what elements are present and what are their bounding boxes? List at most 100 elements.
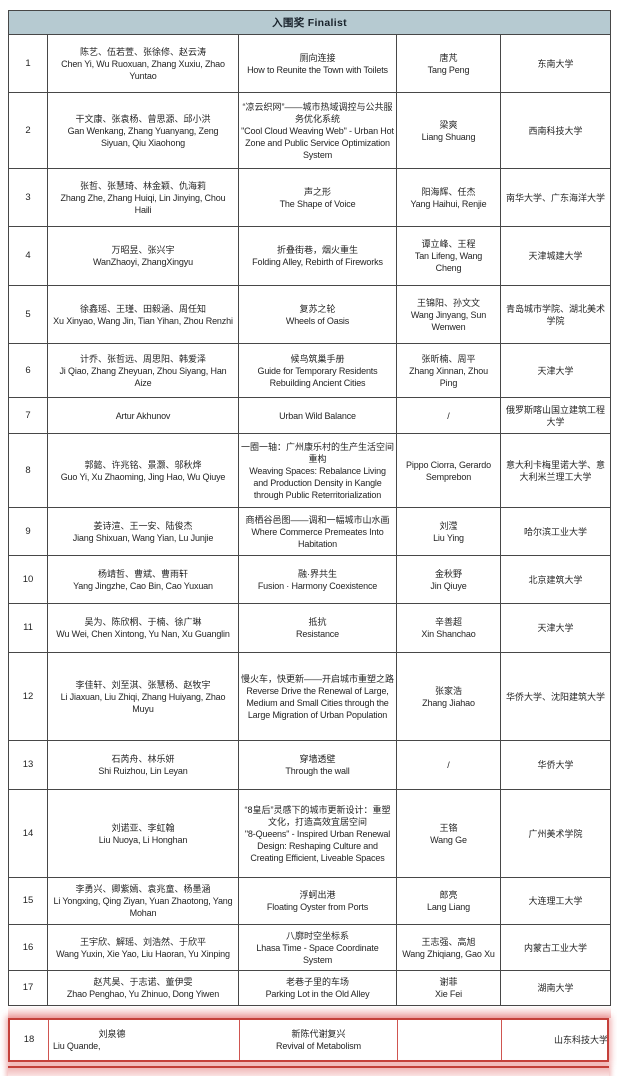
project-cell: Urban Wild Balance bbox=[239, 398, 397, 433]
row-number: 18 bbox=[10, 1020, 49, 1060]
advisors-cn: 辛善超 bbox=[434, 617, 462, 627]
project-title-en: Reverse Drive the Renewal of Large, Medi… bbox=[246, 685, 389, 720]
row-number: 11 bbox=[9, 604, 48, 652]
advisors-cell: Pippo Ciorra, Gerardo Semprebon bbox=[397, 434, 501, 507]
row-number: 7 bbox=[9, 398, 48, 433]
project-title-cn: 八廓时空坐标系 bbox=[285, 930, 349, 941]
table-row: 5 徐鑫瑶、王瑾、田毅涵、周任知 Xu Xinyao, Wang Jin, Ti… bbox=[9, 285, 610, 343]
university-name: 天津城建大学 bbox=[528, 251, 583, 261]
participants-cell: 刘诺亚、李虹翰 Liu Nuoya, Li Honghan bbox=[48, 790, 239, 877]
table-row: 3 张哲、张慧琦、林金颖、仇海莉 Zhang Zhe, Zhang Huiqi,… bbox=[9, 168, 610, 226]
table-row: 17 赵芃昊、于志诺、董伊雯 Zhao Penghao, Yu Zhinuo, … bbox=[9, 970, 610, 1005]
advisors-cn: 阳海辉、任杰 bbox=[421, 186, 476, 197]
table-row: 4 万昭昱、张兴宇 WanZhaoyi, ZhangXingyu 折叠街巷，烟火… bbox=[9, 226, 610, 285]
advisors-cell: 王铬 Wang Ge bbox=[397, 790, 501, 877]
table-row: 12 李佳轩、刘至淇、张慧杨、赵牧宇 Li Jiaxuan, Liu Zhiqi… bbox=[9, 652, 610, 740]
row-number: 5 bbox=[9, 286, 48, 343]
participants-en: Chen Yi, Wu Ruoxuan, Zhang Xuxiu, Zhao Y… bbox=[61, 58, 225, 81]
project-title-cn: “凉云织网”——城市热域调控与公共服务优化系统 bbox=[242, 101, 393, 124]
advisors-cell: 金秋野 Jin Qiuye bbox=[397, 556, 501, 603]
project-cell: 新陈代谢复兴 Revival of Metabolism bbox=[240, 1020, 398, 1060]
project-cell: 商栖谷邑图——调和一幅城市山水画 Where Commerce Premeate… bbox=[239, 508, 397, 555]
university-cell: 广州美术学院 bbox=[501, 790, 610, 877]
participants-en: WanZhaoyi, ZhangXingyu bbox=[93, 257, 193, 267]
participants-en: Zhao Penghao, Yu Zhinuo, Dong Yiwen bbox=[66, 989, 220, 999]
project-title-en: Where Commerce Premeates Into Habitation bbox=[251, 526, 384, 549]
participants-cell: 陈艺、伍若萱、张徐修、赵云涛 Chen Yi, Wu Ruoxuan, Zhan… bbox=[48, 35, 239, 92]
advisors-en: Jin Qiuye bbox=[430, 580, 467, 591]
project-title-en: Urban Wild Balance bbox=[279, 410, 356, 421]
project-title-en: Guide for Temporary Residents Rebuilding… bbox=[257, 365, 378, 388]
advisors-cell bbox=[398, 1020, 502, 1060]
participants-cn: 万昭昱、张兴宇 bbox=[111, 245, 175, 255]
project-title-cn: 老巷子里的车场 bbox=[285, 977, 349, 987]
row-number: 1 bbox=[9, 35, 48, 92]
advisors-cn: / bbox=[447, 410, 450, 421]
participants-cn: 吴为、陈欣桐、于楠、徐广琳 bbox=[84, 617, 202, 627]
university-name: 南华大学、广东海洋大学 bbox=[505, 192, 605, 203]
participants-cn: 王宇欣、解瑶、刘浩然、于欣平 bbox=[79, 936, 206, 947]
participants-cn: 徐鑫瑶、王瑾、田毅涵、周任知 bbox=[79, 303, 206, 314]
university-name: 广州美术学院 bbox=[528, 828, 583, 839]
advisors-cn: 刘滢 bbox=[439, 520, 458, 531]
next-row-partial bbox=[8, 1066, 609, 1076]
advisors-en: Lang Liang bbox=[426, 902, 471, 912]
participants-en: Wang Yuxin, Xie Yao, Liu Haoran, Yu Xinp… bbox=[56, 948, 230, 959]
project-title-cn: 抵抗 bbox=[308, 617, 327, 627]
participants-cn: 赵芃昊、于志诺、董伊雯 bbox=[93, 977, 193, 987]
project-cell: 折叠街巷，烟火重生 Folding Alley, Rebirth of Fire… bbox=[239, 227, 397, 285]
row-number: 6 bbox=[9, 344, 48, 397]
advisors-cell: 刘滢 Liu Ying bbox=[397, 508, 501, 555]
project-title-cn: 商栖谷邑图——调和一幅城市山水画 bbox=[245, 514, 390, 525]
project-cell: 厕向连接 How to Reunite the Town with Toilet… bbox=[239, 35, 397, 92]
project-cell: 慢火车，快更新——开启城市重塑之路 Reverse Drive the Rene… bbox=[239, 653, 397, 740]
university-name: 华侨大学、沈阳建筑大学 bbox=[505, 691, 605, 702]
advisors-cell: 唐芃 Tang Peng bbox=[397, 35, 501, 92]
row-number: 12 bbox=[9, 653, 48, 740]
row-number: 4 bbox=[9, 227, 48, 285]
project-cell: “凉云织网”——城市热域调控与公共服务优化系统 "Cool Cloud Weav… bbox=[239, 93, 397, 168]
participants-en: Artur Akhunov bbox=[115, 410, 171, 421]
table-row: 15 李勇兴、卿紫嫣、袁兆童、杨墨涵 Li Yongxing, Qing Ziy… bbox=[9, 877, 610, 924]
university-name: 北京建筑大学 bbox=[528, 574, 583, 585]
participants-en: Yang Jingzhe, Cao Bin, Cao Yuxuan bbox=[73, 580, 213, 591]
university-name: 大连理工大学 bbox=[528, 896, 583, 906]
advisors-cn: 梁爽 bbox=[439, 119, 458, 130]
participants-cn: 刘诺亚、李虹翰 bbox=[111, 822, 175, 833]
participants-cn: 刘泉德 bbox=[98, 1029, 126, 1039]
row-number: 13 bbox=[9, 741, 48, 789]
university-name: 东南大学 bbox=[537, 58, 574, 69]
project-title-cn: 新陈代谢复兴 bbox=[291, 1029, 346, 1039]
participants-en: Wu Wei, Chen Xintong, Yu Nan, Xu Guangli… bbox=[56, 629, 230, 639]
participants-cell: 王宇欣、解瑶、刘浩然、于欣平 Wang Yuxin, Xie Yao, Liu … bbox=[48, 925, 239, 970]
university-name: 内蒙古工业大学 bbox=[523, 942, 587, 953]
participants-en: Liu Quande, bbox=[53, 1041, 101, 1051]
table-row: 7 Artur Akhunov Urban Wild Balance / 俄罗斯… bbox=[9, 397, 610, 433]
project-cell: 八廓时空坐标系 Lhasa Time - Space Coordinate Sy… bbox=[239, 925, 397, 970]
participants-cell: 张哲、张慧琦、林金颖、仇海莉 Zhang Zhe, Zhang Huiqi, L… bbox=[48, 169, 239, 226]
project-title-cn: 候鸟筑巢手册 bbox=[290, 353, 345, 364]
project-title-cn: 声之形 bbox=[303, 186, 331, 197]
table-row: 8 郭懿、许兆铭、景灏、邬秋烨 Guo Yi, Xu Zhaoming, Jin… bbox=[9, 433, 610, 507]
university-cell: 北京建筑大学 bbox=[501, 556, 610, 603]
advisors-en: Xie Fei bbox=[435, 989, 462, 999]
advisors-en: Tan Lifeng, Wang Cheng bbox=[414, 251, 483, 273]
row-number: 8 bbox=[9, 434, 48, 507]
project-cell: 浮蚵出港 Floating Oyster from Ports bbox=[239, 878, 397, 924]
finalist-table: 入围奖 Finalist 1 陈艺、伍若萱、张徐修、赵云涛 Chen Yi, W… bbox=[8, 10, 611, 1006]
participants-cell: Artur Akhunov bbox=[48, 398, 239, 433]
table-row: 16 王宇欣、解瑶、刘浩然、于欣平 Wang Yuxin, Xie Yao, L… bbox=[9, 924, 610, 970]
advisors-cell: 谢菲 Xie Fei bbox=[397, 971, 501, 1005]
participants-cn: 张哲、张慧琦、林金颖、仇海莉 bbox=[79, 180, 206, 191]
highlighted-row-18[interactable]: 18 刘泉德 Liu Quande, 新陈代谢复兴 Revival of Met… bbox=[8, 1018, 609, 1062]
project-cell: 穿墙透壁 Through the wall bbox=[239, 741, 397, 789]
participants-cell: 吴为、陈欣桐、于楠、徐广琳 Wu Wei, Chen Xintong, Yu N… bbox=[48, 604, 239, 652]
advisors-en: Zhang Xinnan, Zhou Ping bbox=[409, 365, 488, 388]
project-title-cn: 浮蚵出港 bbox=[299, 890, 336, 900]
university-name: 天津大学 bbox=[537, 365, 574, 376]
participants-en: Shi Ruizhou, Lin Leyan bbox=[98, 766, 188, 776]
project-title-en: Fusion · Harmony Coexistence bbox=[257, 580, 378, 591]
project-cell: 复苏之轮 Wheels of Oasis bbox=[239, 286, 397, 343]
participants-en: Xu Xinyao, Wang Jin, Tian Yihan, Zhou Re… bbox=[53, 315, 233, 326]
